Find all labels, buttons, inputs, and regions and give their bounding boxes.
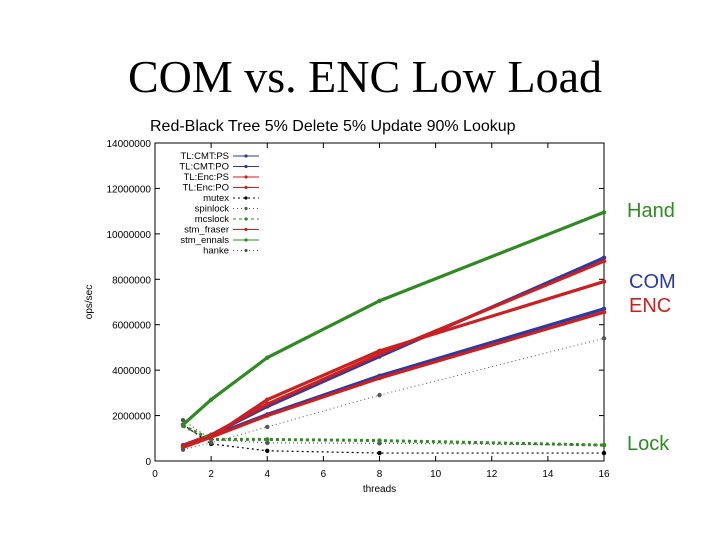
x-tick-label: 6 xyxy=(321,469,327,480)
y-axis-label: ops/sec xyxy=(84,285,95,319)
hand-label: Hand xyxy=(627,200,675,222)
y-tick-label: 0 xyxy=(145,457,151,468)
x-tick-label: 8 xyxy=(377,469,383,480)
y-tick-label: 2000000 xyxy=(112,412,151,423)
data-point xyxy=(265,448,270,453)
data-point xyxy=(601,310,607,315)
legend-marker xyxy=(244,164,248,169)
data-point xyxy=(601,306,607,312)
legend-label: TL:CMT:PO xyxy=(179,162,229,173)
data-point xyxy=(208,434,214,440)
chart-title: Red-Black Tree 5% Delete 5% Update 90% L… xyxy=(150,118,516,135)
x-tick-label: 0 xyxy=(152,469,158,480)
data-point xyxy=(377,438,382,443)
series-line-hanke xyxy=(182,337,605,451)
data-point xyxy=(180,422,186,427)
data-point xyxy=(601,210,607,215)
legend-label: spinlock xyxy=(195,204,230,215)
y-tick-label: 14000000 xyxy=(107,139,152,150)
data-point xyxy=(377,348,382,354)
x-tick-label: 14 xyxy=(542,469,554,480)
data-point xyxy=(601,336,607,341)
data-point xyxy=(265,355,270,360)
data-point xyxy=(180,447,186,452)
y-tick-label: 4000000 xyxy=(112,366,151,377)
legend-marker xyxy=(244,175,248,179)
x-tick-label: 10 xyxy=(430,469,442,480)
data-point xyxy=(601,258,607,264)
x-axis-label: threads xyxy=(363,484,396,495)
com-label: COM xyxy=(629,271,676,293)
x-tick-label: 2 xyxy=(208,469,214,480)
chart-axes: 0 2 4 6 8 10 12 14 16 0 2000000 4000000 6000000 80000… xyxy=(84,139,610,495)
data-point xyxy=(601,255,607,260)
legend-marker xyxy=(244,154,248,158)
data-point xyxy=(601,279,607,284)
legend-marker xyxy=(244,185,248,190)
legend-marker xyxy=(244,227,248,232)
y-tick-label: 12000000 xyxy=(107,184,152,195)
data-point xyxy=(601,442,607,448)
legend-label: mutex xyxy=(203,193,229,204)
data-point xyxy=(377,352,382,357)
data-point xyxy=(377,450,382,456)
series-line-tl-enc-po xyxy=(182,310,605,448)
data-point xyxy=(265,402,270,407)
data-point xyxy=(265,437,270,442)
data-point xyxy=(377,298,382,304)
legend-label: hanke xyxy=(203,246,229,257)
data-point xyxy=(265,424,270,430)
series-layer xyxy=(180,210,607,456)
y-tick-label: 8000000 xyxy=(112,275,151,286)
legend-marker xyxy=(244,206,248,211)
data-point xyxy=(265,397,270,402)
enc-label: ENC xyxy=(629,295,672,317)
data-point xyxy=(377,392,382,398)
slide-title: COM vs. ENC Low Load xyxy=(127,51,603,102)
data-point xyxy=(208,440,214,446)
x-tick-label: 12 xyxy=(486,469,498,480)
y-tick-label: 10000000 xyxy=(107,230,152,241)
data-point xyxy=(601,450,607,456)
data-point xyxy=(180,417,186,423)
chart-legend: TL:CMT:PSTL:CMT:POTL:Enc:PSTL:Enc:POmute… xyxy=(179,151,259,257)
legend-marker xyxy=(244,248,248,253)
legend-label: stm_ennals xyxy=(180,235,229,246)
legend-label: TL:CMT:PS xyxy=(180,151,229,162)
x-tick-label: 16 xyxy=(598,469,610,480)
legend-marker xyxy=(244,238,248,242)
legend-label: mcslock xyxy=(195,214,230,225)
legend-marker xyxy=(244,196,248,200)
legend-label: TL:Enc:PS xyxy=(184,172,229,183)
lock-label: Lock xyxy=(627,433,670,455)
legend-marker xyxy=(244,217,248,221)
data-point xyxy=(265,413,270,418)
legend-label: TL:Enc:PO xyxy=(183,183,229,194)
x-tick-label: 4 xyxy=(264,469,270,480)
series-line-stm-ennals xyxy=(181,210,605,426)
data-point xyxy=(377,375,382,381)
series-line-mcslock xyxy=(182,424,605,447)
y-tick-label: 6000000 xyxy=(112,321,151,332)
data-point xyxy=(208,397,214,402)
data-point xyxy=(265,440,270,446)
legend-label: stm_fraser xyxy=(184,225,229,236)
